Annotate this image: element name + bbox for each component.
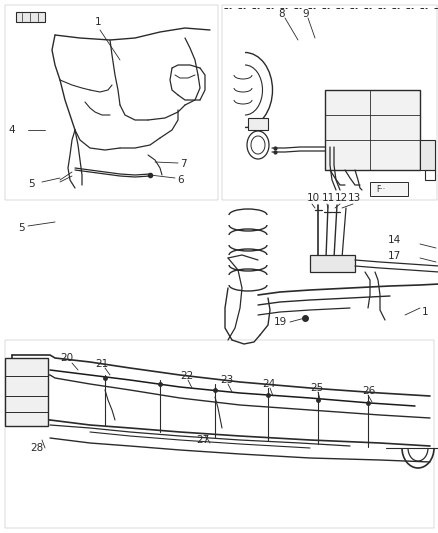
Polygon shape <box>309 255 354 272</box>
Text: 1: 1 <box>421 307 427 317</box>
Text: 12: 12 <box>334 193 347 203</box>
Bar <box>5 340 433 528</box>
Text: 19: 19 <box>273 317 286 327</box>
Text: 26: 26 <box>361 386 374 396</box>
Text: 27: 27 <box>195 435 209 445</box>
Text: 8: 8 <box>277 9 284 19</box>
Polygon shape <box>369 182 407 196</box>
Text: 9: 9 <box>301 9 308 19</box>
Text: 20: 20 <box>60 353 73 363</box>
Polygon shape <box>16 12 45 22</box>
Text: 17: 17 <box>387 251 400 261</box>
Polygon shape <box>324 90 419 170</box>
Text: 14: 14 <box>387 235 400 245</box>
Text: 5: 5 <box>18 223 25 233</box>
Bar <box>5 5 218 200</box>
Text: 5: 5 <box>28 179 35 189</box>
Text: 28: 28 <box>30 443 43 453</box>
Text: 10: 10 <box>306 193 319 203</box>
Text: 24: 24 <box>261 379 275 389</box>
Polygon shape <box>5 358 48 426</box>
Polygon shape <box>247 118 267 130</box>
Text: F··: F·· <box>375 184 384 193</box>
Text: 22: 22 <box>180 371 193 381</box>
Polygon shape <box>419 140 434 170</box>
Text: 6: 6 <box>177 175 183 185</box>
Text: 4: 4 <box>8 125 14 135</box>
Text: 13: 13 <box>347 193 360 203</box>
Text: 1: 1 <box>95 17 101 27</box>
Text: 23: 23 <box>219 375 233 385</box>
Text: 21: 21 <box>95 359 108 369</box>
Text: 7: 7 <box>180 159 186 169</box>
Text: 11: 11 <box>321 193 335 203</box>
Bar <box>222 5 436 200</box>
Text: 25: 25 <box>309 383 322 393</box>
